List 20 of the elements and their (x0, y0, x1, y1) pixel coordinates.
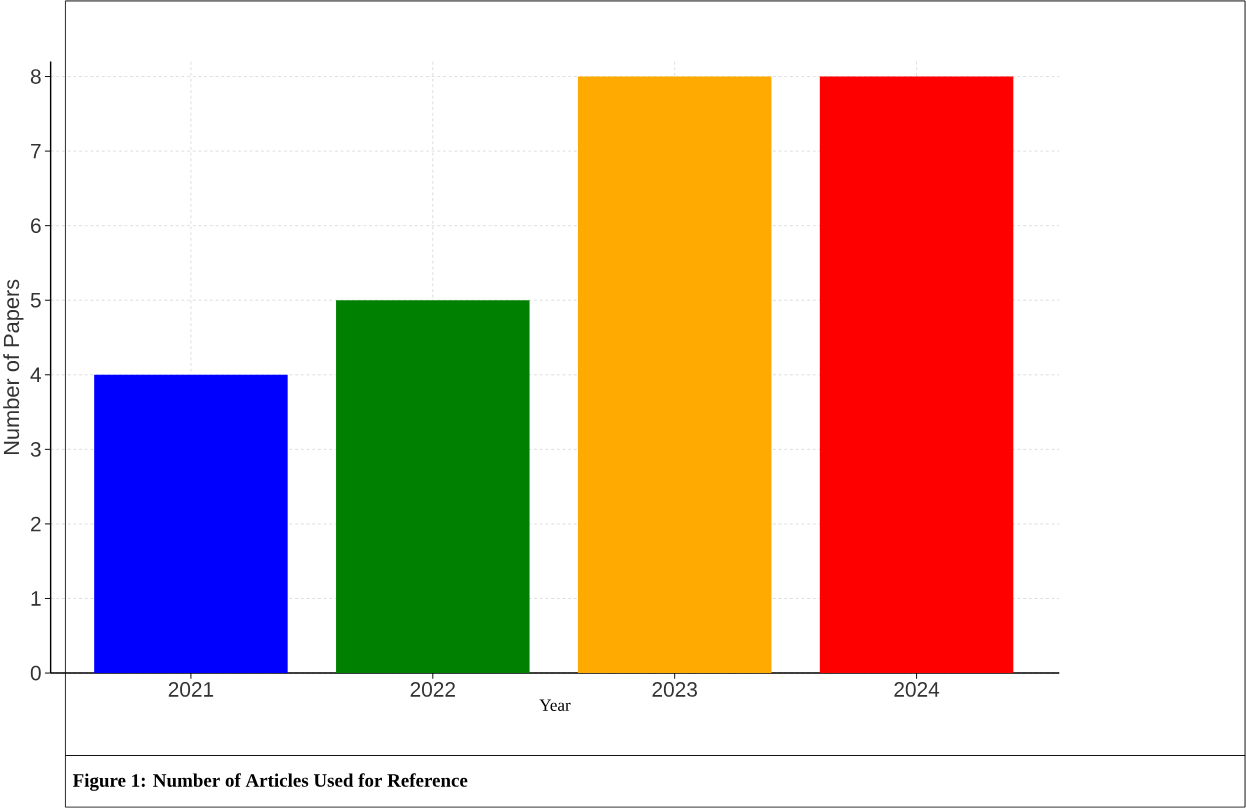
y-tick-label: 8 (30, 69, 41, 85)
y-tick-label: 3 (30, 442, 41, 457)
y-tick-label: 7 (31, 144, 41, 159)
y-tick-label: 0 (30, 665, 41, 681)
y-tick-label: 4 (30, 367, 41, 383)
y-tick-label: 1 (31, 591, 41, 606)
x-tick-label: 2022 (410, 682, 455, 698)
bar (819, 76, 1014, 674)
x-tick-label: 2021 (168, 682, 214, 698)
bar (577, 76, 772, 674)
x-axis-title: Year (539, 699, 571, 712)
bar (336, 300, 530, 674)
y-tick-label: 2 (31, 516, 41, 532)
x-tick-label: 2023 (652, 682, 697, 698)
y-axis-title: Number of Papers (3, 279, 24, 455)
y-tick-label: 5 (30, 293, 41, 308)
x-tick-label: 2024 (894, 682, 940, 698)
y-tick-label: 6 (31, 218, 41, 234)
text: Figure 1: Number of Articles Used for Reference (72, 773, 468, 791)
bar (94, 374, 288, 674)
